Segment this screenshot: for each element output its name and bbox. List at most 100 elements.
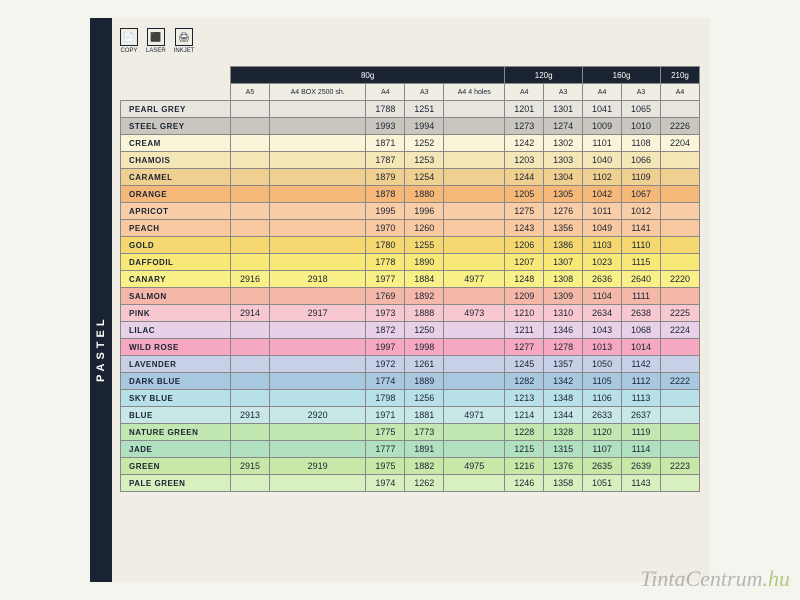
sku-cell xyxy=(269,339,366,356)
sku-cell: 1273 xyxy=(505,118,544,135)
sku-cell xyxy=(660,186,699,203)
sku-cell xyxy=(444,152,505,169)
table-row: GREEN29152919197518824975121613762635263… xyxy=(121,458,700,475)
sku-cell xyxy=(269,101,366,118)
sku-cell: 2918 xyxy=(269,271,366,288)
sku-cell: 1010 xyxy=(622,118,661,135)
table-row: SALMON176918921209130911041111 xyxy=(121,288,700,305)
sku-cell xyxy=(660,475,699,492)
sku-cell xyxy=(660,441,699,458)
sku-cell: 2920 xyxy=(269,407,366,424)
sku-cell: 1307 xyxy=(544,254,583,271)
sku-cell: 1012 xyxy=(622,203,661,220)
color-chart-sheet: PASTEL 📄COPY⬛LASER🖨INKJET 80g120g160g210… xyxy=(90,18,710,582)
sku-cell: 1998 xyxy=(405,339,444,356)
sku-cell: 2914 xyxy=(231,305,270,322)
sku-cell: 1777 xyxy=(366,441,405,458)
size-header: A4 xyxy=(366,84,405,101)
sku-cell xyxy=(231,390,270,407)
color-name-cell: SALMON xyxy=(121,288,231,305)
sku-cell: 1042 xyxy=(583,186,622,203)
sku-cell: 1101 xyxy=(583,135,622,152)
sku-cell: 1106 xyxy=(583,390,622,407)
sku-cell xyxy=(660,152,699,169)
sku-cell xyxy=(269,424,366,441)
sku-cell: 1211 xyxy=(505,322,544,339)
sku-cell: 2635 xyxy=(583,458,622,475)
sku-cell: 1888 xyxy=(405,305,444,322)
color-name-cell: STEEL GREY xyxy=(121,118,231,135)
sku-cell xyxy=(231,220,270,237)
color-name-cell: PEACH xyxy=(121,220,231,237)
color-name-cell: WILD ROSE xyxy=(121,339,231,356)
sku-cell xyxy=(444,220,505,237)
sku-cell: 1108 xyxy=(622,135,661,152)
sku-cell xyxy=(269,254,366,271)
table-row: DARK BLUE1774188912821342110511122222 xyxy=(121,373,700,390)
sku-cell: 2916 xyxy=(231,271,270,288)
size-header: A4 xyxy=(505,84,544,101)
sku-cell: 1049 xyxy=(583,220,622,237)
sku-cell xyxy=(444,169,505,186)
table-row: PEARL GREY178812511201130110411065 xyxy=(121,101,700,118)
sku-cell: 1141 xyxy=(622,220,661,237)
sku-cell xyxy=(269,441,366,458)
sku-cell: 1277 xyxy=(505,339,544,356)
sku-cell: 2225 xyxy=(660,305,699,322)
sku-cell xyxy=(269,322,366,339)
sku-cell: 1143 xyxy=(622,475,661,492)
sku-cell: 2919 xyxy=(269,458,366,475)
sku-cell: 2220 xyxy=(660,271,699,288)
sku-cell: 1068 xyxy=(622,322,661,339)
sku-cell: 1112 xyxy=(622,373,661,390)
table-row: PINK291429171973188849731210131026342638… xyxy=(121,305,700,322)
sku-cell: 1975 xyxy=(366,458,405,475)
sku-cell: 1260 xyxy=(405,220,444,237)
sku-cell: 1248 xyxy=(505,271,544,288)
sku-cell xyxy=(269,475,366,492)
sku-cell: 1209 xyxy=(505,288,544,305)
sku-cell: 1253 xyxy=(405,152,444,169)
sku-cell: 1303 xyxy=(544,152,583,169)
color-name-cell: APRICOT xyxy=(121,203,231,220)
sku-cell: 1214 xyxy=(505,407,544,424)
sku-cell: 1206 xyxy=(505,237,544,254)
sku-cell xyxy=(444,475,505,492)
sku-cell: 1344 xyxy=(544,407,583,424)
sku-cell: 1995 xyxy=(366,203,405,220)
sku-cell: 2639 xyxy=(622,458,661,475)
color-name-cell: GREEN xyxy=(121,458,231,475)
sku-cell: 1775 xyxy=(366,424,405,441)
sku-cell: 1305 xyxy=(544,186,583,203)
sku-cell: 1769 xyxy=(366,288,405,305)
color-name-cell: CARAMEL xyxy=(121,169,231,186)
sku-cell xyxy=(269,186,366,203)
sku-cell: 1276 xyxy=(544,203,583,220)
sku-cell: 2638 xyxy=(622,305,661,322)
color-name-cell: ORANGE xyxy=(121,186,231,203)
sku-cell xyxy=(231,373,270,390)
sku-cell: 1970 xyxy=(366,220,405,237)
table-row: PALE GREEN197412621246135810511143 xyxy=(121,475,700,492)
table-row: DAFFODIL177818901207130710231115 xyxy=(121,254,700,271)
sku-cell: 1773 xyxy=(405,424,444,441)
sku-cell xyxy=(660,288,699,305)
sku-cell: 1993 xyxy=(366,118,405,135)
size-header: A3 xyxy=(622,84,661,101)
sku-cell: 1358 xyxy=(544,475,583,492)
sku-cell xyxy=(231,169,270,186)
sku-cell: 1242 xyxy=(505,135,544,152)
sku-cell: 1207 xyxy=(505,254,544,271)
sku-cell xyxy=(660,390,699,407)
sku-cell: 1798 xyxy=(366,390,405,407)
sku-cell: 1043 xyxy=(583,322,622,339)
sku-cell: 1778 xyxy=(366,254,405,271)
sku-cell: 1302 xyxy=(544,135,583,152)
sku-cell: 1107 xyxy=(583,441,622,458)
sku-cell xyxy=(231,237,270,254)
sku-cell: 1879 xyxy=(366,169,405,186)
weight-header: 160g xyxy=(583,67,661,84)
sku-cell: 2917 xyxy=(269,305,366,322)
sku-cell: 1201 xyxy=(505,101,544,118)
sku-cell xyxy=(444,237,505,254)
